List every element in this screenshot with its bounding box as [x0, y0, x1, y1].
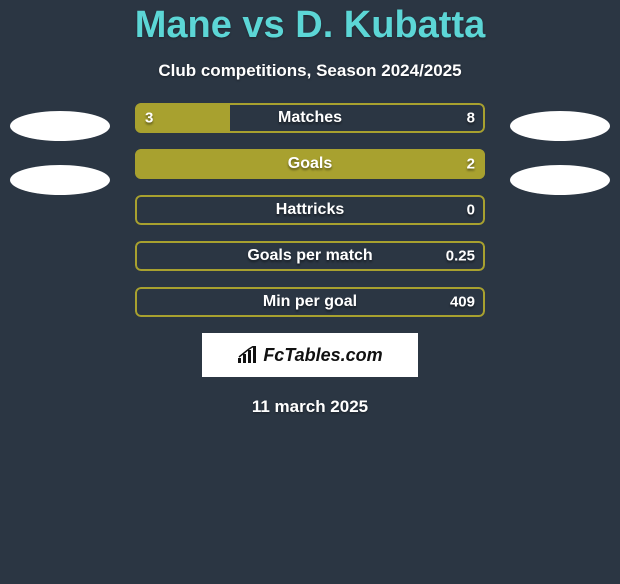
- date-label: 11 march 2025: [0, 397, 620, 417]
- team1-logo: [10, 165, 110, 195]
- bar-label: Matches: [278, 109, 342, 127]
- bar-label: Min per goal: [263, 293, 357, 311]
- brand-logo: FcTables.com: [202, 333, 418, 377]
- bar-row: Goals per match 0.25: [135, 241, 485, 271]
- team2-logo: [510, 165, 610, 195]
- bar-row: Hattricks 0: [135, 195, 485, 225]
- page-title: Mane vs D. Kubatta: [0, 4, 620, 47]
- bar-right-value: 409: [450, 294, 475, 311]
- comparison-chart: 3 Matches 8 Goals 2 Hattricks 0 Goals per match…: [0, 103, 620, 317]
- bar-row: 3 Matches 8: [135, 103, 485, 133]
- bar-right-value: 0.25: [446, 248, 475, 265]
- bar-row: Min per goal 409: [135, 287, 485, 317]
- bars-container: 3 Matches 8 Goals 2 Hattricks 0 Goals per match…: [135, 103, 485, 317]
- bar-right-value: 8: [467, 110, 475, 127]
- brand-logo-text: FcTables.com: [237, 345, 382, 366]
- bar-label: Hattricks: [276, 201, 344, 219]
- bar-label: Goals per match: [247, 247, 372, 265]
- chart-icon: [237, 346, 259, 364]
- player2-avatar: [510, 111, 610, 141]
- bar-right-value: 2: [467, 156, 475, 173]
- subtitle: Club competitions, Season 2024/2025: [0, 61, 620, 81]
- bar-left-value: 3: [145, 110, 153, 127]
- bar-right-value: 0: [467, 202, 475, 219]
- bar-label: Goals: [288, 155, 332, 173]
- brand-logo-label: FcTables.com: [263, 345, 382, 366]
- player1-avatar: [10, 111, 110, 141]
- bar-row: Goals 2: [135, 149, 485, 179]
